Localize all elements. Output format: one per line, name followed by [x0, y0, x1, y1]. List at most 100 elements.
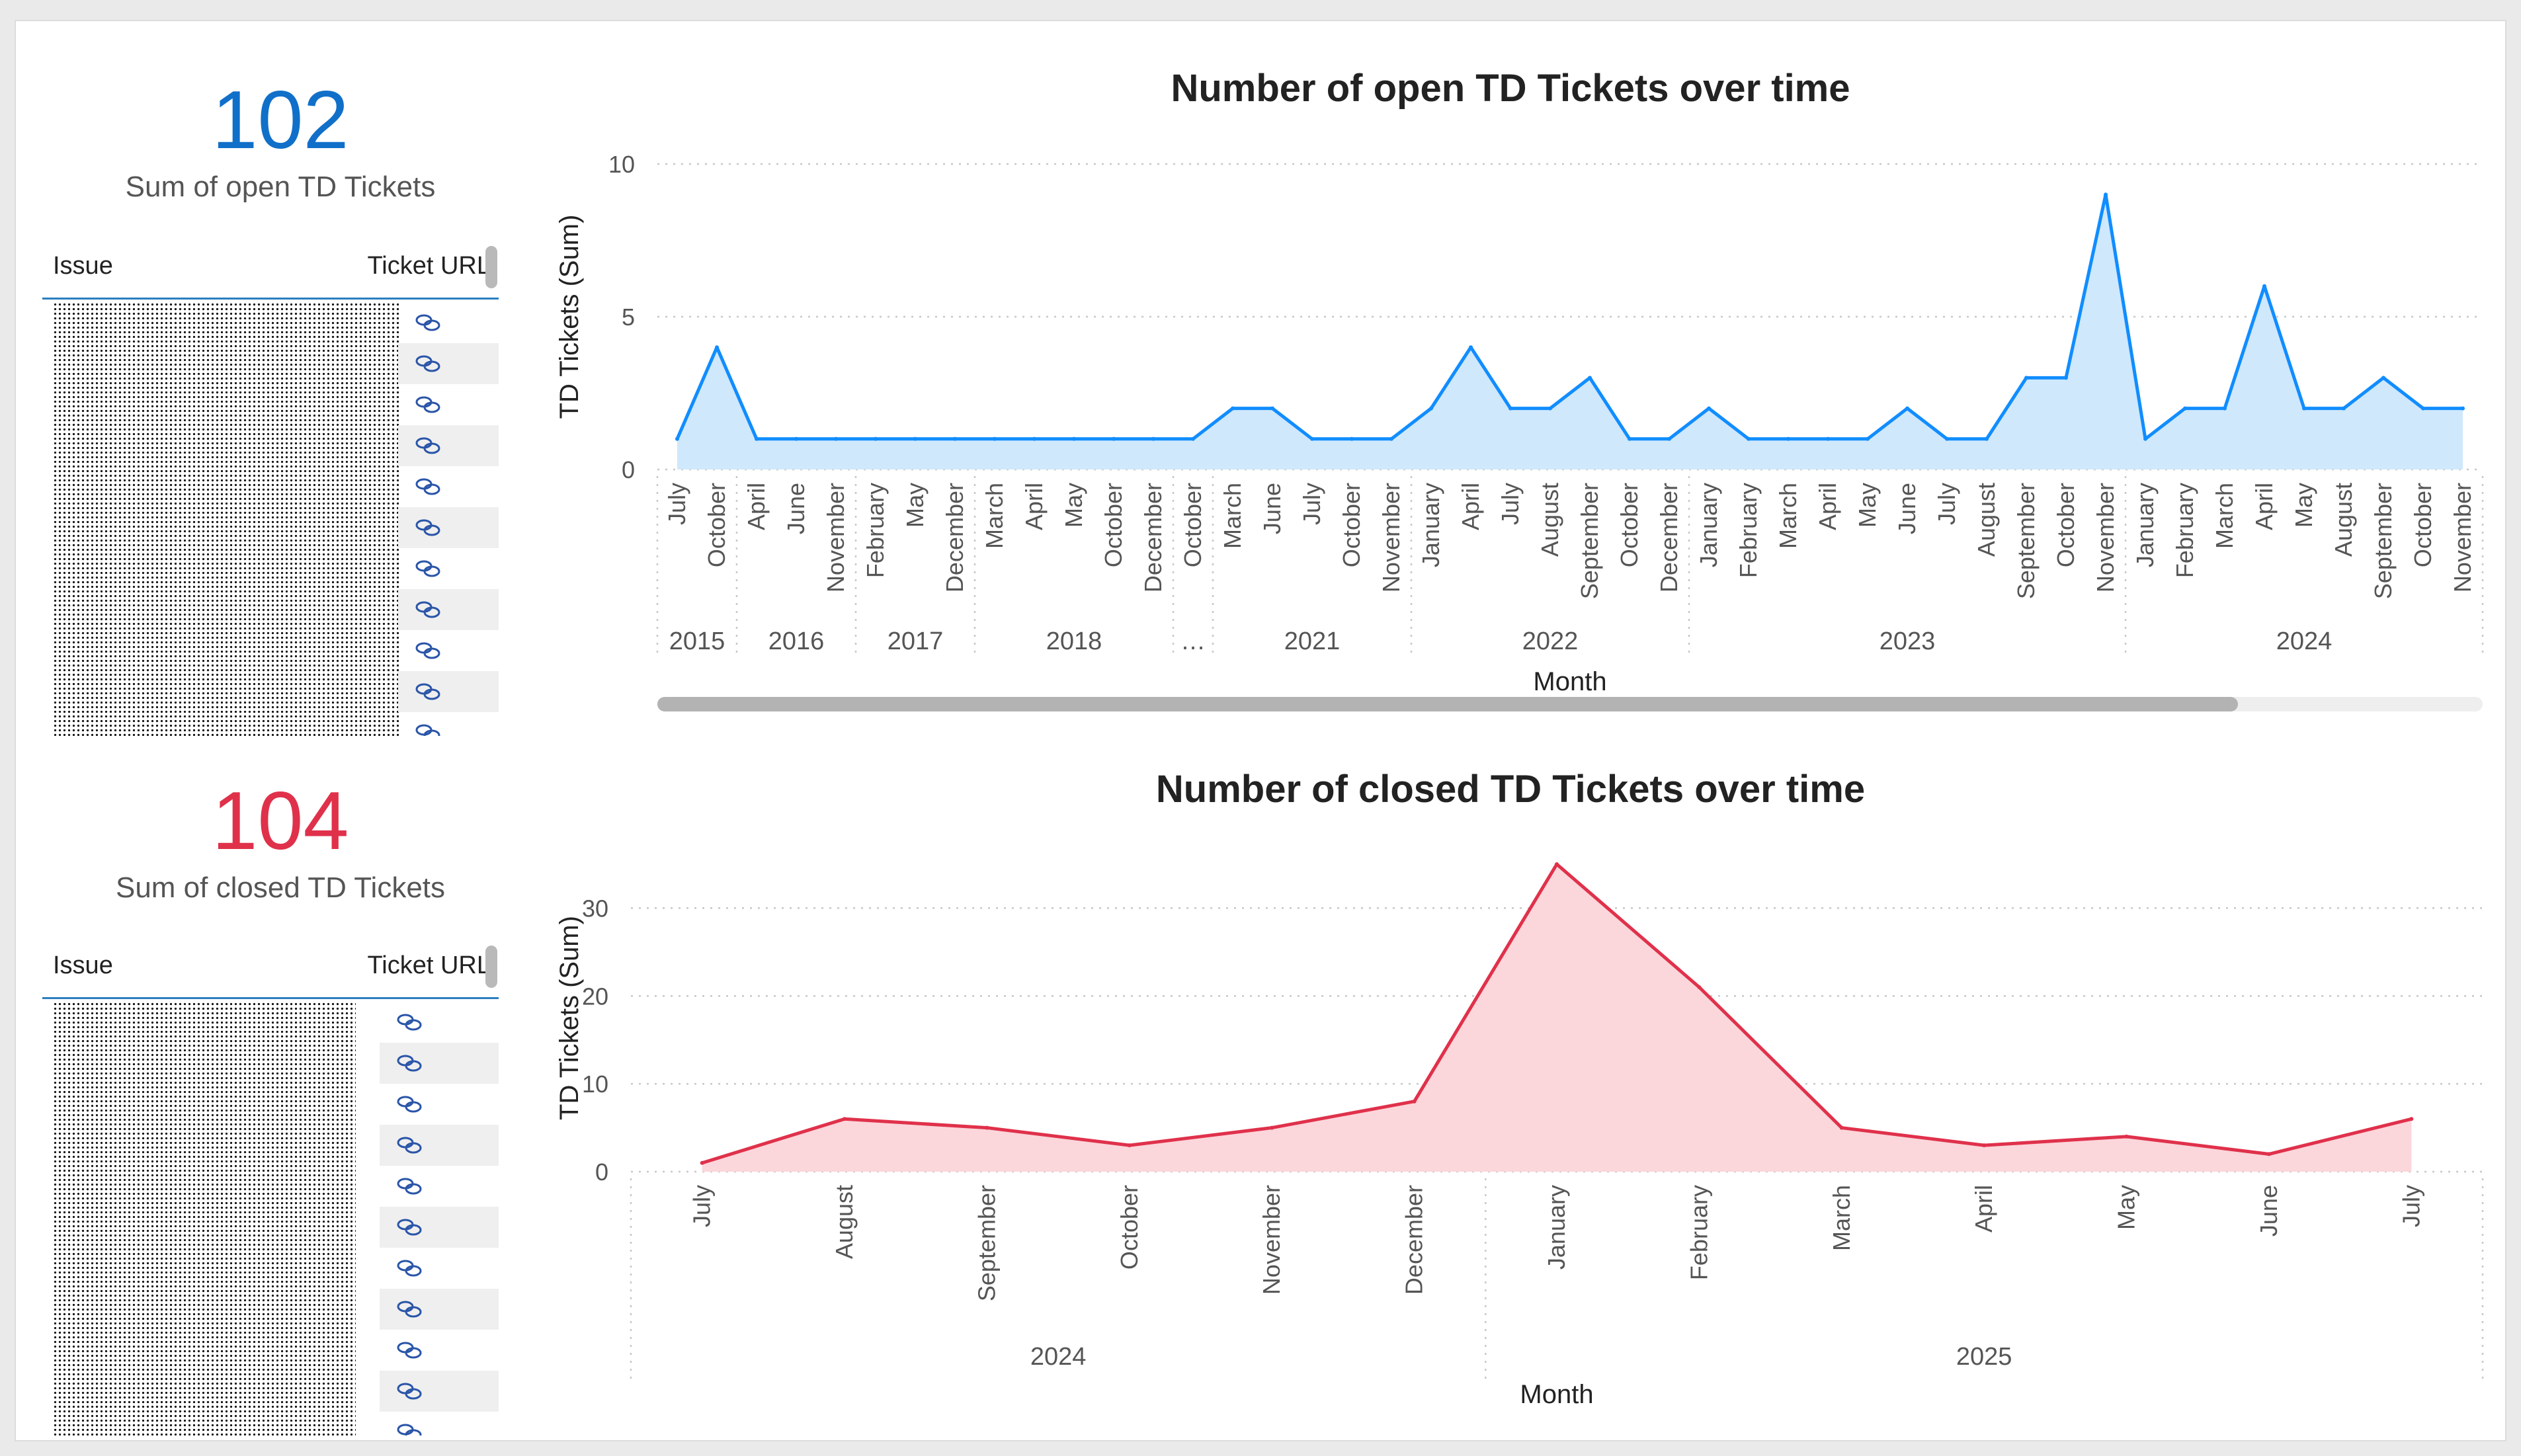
data-point[interactable]: [700, 1160, 704, 1165]
closed-tickets-area-chart[interactable]: 0 10 20 30 July August September October Novembe…: [532, 821, 2489, 1430]
data-point[interactable]: [1839, 1125, 1844, 1130]
x-tick-label: February: [1685, 1185, 1712, 1280]
ticket-url-cell[interactable]: [398, 507, 499, 548]
column-header-issue[interactable]: Issue: [53, 252, 113, 280]
data-point[interactable]: [1310, 436, 1314, 441]
x-tick-label: April: [2251, 483, 2278, 530]
x-tick-label: July: [1933, 483, 1960, 525]
ticket-url-cell[interactable]: [380, 1412, 499, 1436]
data-point[interactable]: [2024, 376, 2028, 380]
x-tick-label: September: [2370, 483, 2397, 599]
data-point[interactable]: [1697, 985, 1702, 989]
data-point[interactable]: [874, 436, 878, 441]
data-point[interactable]: [2266, 1152, 2271, 1156]
column-header-ticket-url[interactable]: Ticket URL: [367, 951, 491, 979]
data-point[interactable]: [993, 436, 997, 441]
ticket-url-cell[interactable]: [380, 1166, 499, 1207]
data-point[interactable]: [2342, 406, 2346, 411]
ticket-url-cell[interactable]: [398, 589, 499, 630]
ticket-url-cell[interactable]: [398, 671, 499, 712]
data-point[interactable]: [1389, 436, 1393, 441]
data-point[interactable]: [1270, 1125, 1274, 1130]
data-point[interactable]: [2064, 376, 2068, 380]
data-point[interactable]: [1412, 1099, 1417, 1104]
ticket-url-cell[interactable]: [380, 1371, 499, 1412]
data-point[interactable]: [843, 1117, 847, 1121]
ticket-url-cell[interactable]: [380, 1207, 499, 1248]
data-point[interactable]: [1866, 436, 1870, 441]
data-point[interactable]: [755, 436, 759, 441]
data-point[interactable]: [2381, 376, 2385, 380]
data-point[interactable]: [1747, 436, 1751, 441]
data-point[interactable]: [1945, 436, 1949, 441]
scrollbar-thumb[interactable]: [657, 697, 2238, 711]
data-point[interactable]: [2302, 406, 2306, 411]
data-point[interactable]: [1982, 1143, 1987, 1148]
ticket-url-cell[interactable]: [380, 1084, 499, 1125]
x-tick-label: June: [2255, 1185, 2282, 1236]
ticket-url-cell[interactable]: [380, 1043, 499, 1084]
data-point[interactable]: [2104, 192, 2108, 197]
open-table-scrollbar[interactable]: [485, 246, 497, 288]
ticket-url-cell[interactable]: [398, 384, 499, 425]
ticket-url-cell[interactable]: [380, 1248, 499, 1289]
closed-chart-title: Number of closed TD Tickets over time: [1155, 768, 1866, 811]
column-header-ticket-url[interactable]: Ticket URL: [367, 252, 491, 280]
ticket-url-cell[interactable]: [380, 1330, 499, 1371]
data-point[interactable]: [1786, 436, 1790, 441]
data-point[interactable]: [985, 1125, 989, 1130]
data-point[interactable]: [1112, 436, 1116, 441]
data-point[interactable]: [1588, 376, 1592, 380]
ticket-url-cell[interactable]: [398, 466, 499, 507]
data-point[interactable]: [2262, 284, 2266, 288]
data-point[interactable]: [1667, 436, 1671, 441]
data-point[interactable]: [1905, 406, 1909, 411]
data-point[interactable]: [1985, 436, 1989, 441]
data-point[interactable]: [675, 436, 679, 441]
data-point[interactable]: [1191, 436, 1195, 441]
data-point[interactable]: [1826, 436, 1830, 441]
data-point[interactable]: [715, 345, 719, 350]
ticket-url-cell[interactable]: [380, 1289, 499, 1330]
data-point[interactable]: [913, 436, 917, 441]
data-point[interactable]: [1270, 406, 1274, 411]
data-point[interactable]: [794, 436, 798, 441]
data-point[interactable]: [2421, 406, 2425, 411]
data-point[interactable]: [2124, 1134, 2129, 1139]
data-point[interactable]: [1231, 406, 1235, 411]
data-point[interactable]: [2223, 406, 2227, 411]
data-point[interactable]: [2461, 406, 2465, 411]
data-point[interactable]: [1469, 345, 1473, 350]
data-point[interactable]: [1032, 436, 1036, 441]
y-tick-label: 0: [622, 456, 635, 483]
data-point[interactable]: [2183, 406, 2187, 411]
closed-table-scrollbar[interactable]: [485, 946, 497, 988]
data-point[interactable]: [1151, 436, 1155, 441]
data-point[interactable]: [1127, 1143, 1132, 1148]
data-point[interactable]: [1429, 406, 1433, 411]
data-point[interactable]: [1628, 436, 1632, 441]
data-point[interactable]: [1072, 436, 1076, 441]
ticket-url-cell[interactable]: [398, 425, 499, 466]
data-point[interactable]: [1707, 406, 1711, 411]
data-point[interactable]: [2409, 1117, 2414, 1121]
data-point[interactable]: [834, 436, 838, 441]
ticket-url-cell[interactable]: [398, 712, 499, 736]
ticket-url-cell[interactable]: [398, 548, 499, 589]
open-tickets-area-chart[interactable]: 0 5 10 July October April June November February…: [532, 120, 2489, 702]
ticket-url-cell[interactable]: [380, 1002, 499, 1043]
data-point[interactable]: [953, 436, 957, 441]
open-chart-horizontal-scrollbar[interactable]: [657, 697, 2483, 711]
data-point[interactable]: [2143, 436, 2147, 441]
ticket-url-cell[interactable]: [380, 1125, 499, 1166]
data-point[interactable]: [1548, 406, 1552, 411]
data-point[interactable]: [1508, 406, 1512, 411]
table-body: [42, 300, 499, 736]
data-point[interactable]: [1350, 436, 1354, 441]
data-point[interactable]: [1555, 862, 1559, 866]
link-icon: [415, 642, 440, 659]
column-header-issue[interactable]: Issue: [53, 951, 113, 979]
ticket-url-cell[interactable]: [398, 630, 499, 671]
ticket-url-cell[interactable]: [398, 302, 499, 343]
ticket-url-cell[interactable]: [398, 343, 499, 384]
